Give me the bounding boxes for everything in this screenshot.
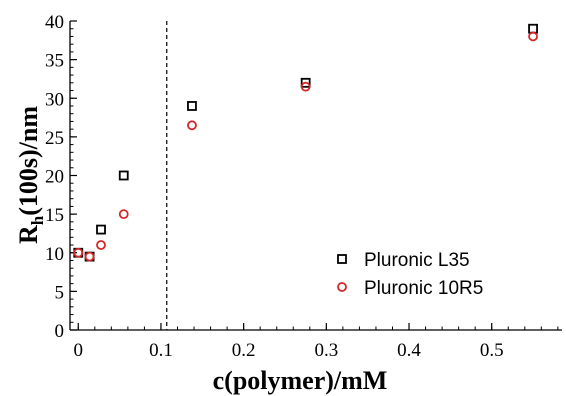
y-tick-label: 35 xyxy=(45,51,64,72)
x-tick-label: 0 xyxy=(74,340,84,361)
data-point-series-1 xyxy=(118,170,129,181)
x-tick-label: 0.1 xyxy=(149,340,173,361)
data-point-series-2 xyxy=(96,240,106,250)
y-tick-label: 20 xyxy=(45,167,64,188)
y-tick-label: 0 xyxy=(55,321,65,342)
y-axis-title-main: R xyxy=(14,225,43,244)
y-tick-label: 5 xyxy=(55,282,65,303)
y-tick-label: 30 xyxy=(45,89,64,110)
data-point-series-1 xyxy=(187,101,197,111)
data-point-series-2 xyxy=(73,247,84,258)
legend: Pluronic L35 Pluronic 10R5 xyxy=(337,250,483,299)
data-point-series-2 xyxy=(528,31,538,42)
x-tick-label: 0.2 xyxy=(232,340,256,361)
y-axis-title-rest: (100s)/nm xyxy=(14,106,43,216)
data-points xyxy=(73,23,538,262)
data-point-series-2 xyxy=(84,251,95,262)
data-point-series-1 xyxy=(96,224,106,235)
data-point-series-2 xyxy=(187,120,197,131)
x-tick-label: 0.5 xyxy=(480,340,504,361)
y-tick-label: 40 xyxy=(45,12,64,33)
data-point-series-2 xyxy=(118,209,129,220)
axes xyxy=(69,21,562,331)
ticks: 0 5 10 15 20 25 30 35 40 0 0.1 0.2 0.3 0.4 0.5 xyxy=(45,12,559,361)
data-point-series-2 xyxy=(300,81,311,92)
y-tick-label: 10 xyxy=(45,244,64,265)
y-tick-label: 25 xyxy=(45,128,64,149)
data-point-series-1 xyxy=(528,23,538,34)
x-tick-label: 0.4 xyxy=(397,340,421,361)
legend-label-series-2: Pluronic 10R5 xyxy=(364,278,483,299)
x-axis-title: c(polymer)/mM xyxy=(213,366,388,395)
y-axis-title: Rh(100s)/nm xyxy=(14,106,47,244)
x-tick-label: 0.3 xyxy=(314,340,338,361)
legend-marker-series-2 xyxy=(337,282,347,292)
legend-label-series-1: Pluronic L35 xyxy=(364,250,470,271)
data-point-series-1 xyxy=(300,77,311,88)
legend-marker-series-1 xyxy=(337,254,347,264)
y-axis-title-subscript: h xyxy=(28,215,47,225)
y-tick-label: 15 xyxy=(45,205,64,226)
